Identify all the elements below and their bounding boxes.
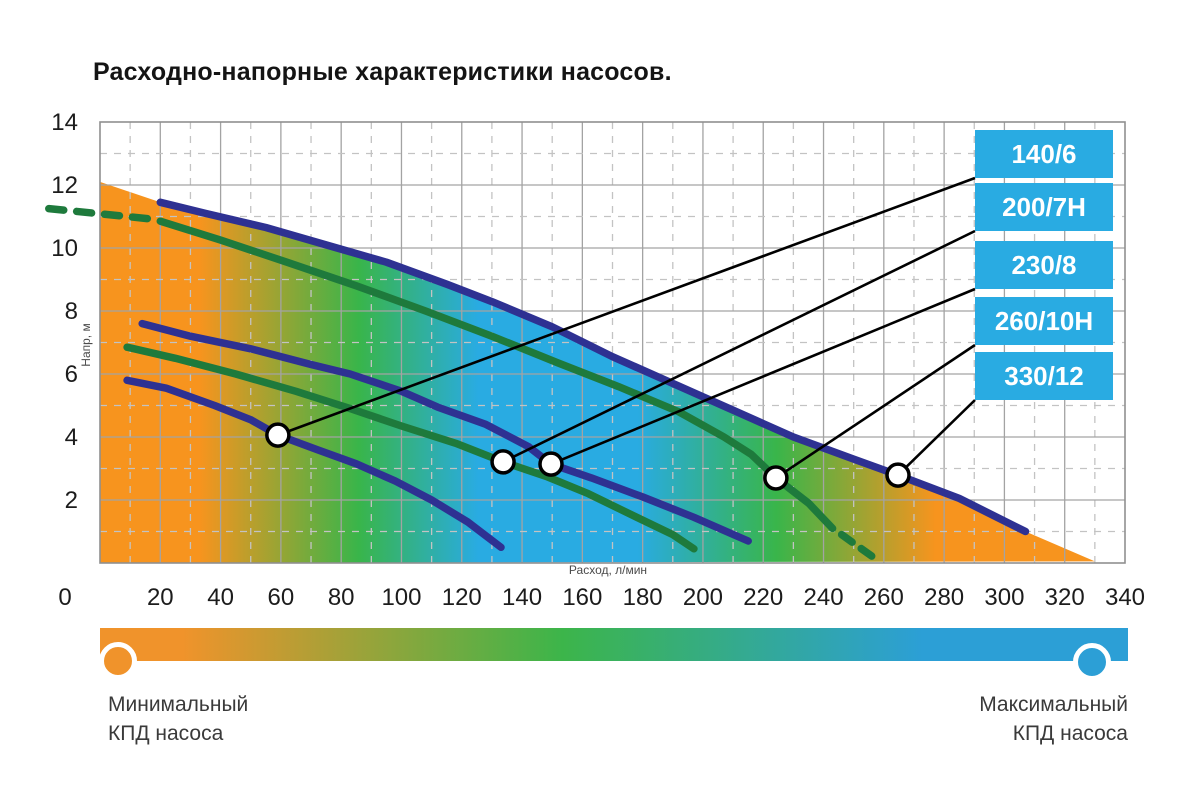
max-efficiency-dot-icon bbox=[1073, 643, 1111, 681]
max-efficiency-label: Максимальный КПД насоса bbox=[979, 690, 1128, 748]
x-tick-label: 240 bbox=[804, 584, 844, 611]
y-tick-label: 4 bbox=[65, 424, 78, 451]
pump-curve-330/12 bbox=[156, 198, 1030, 536]
pump-curve-140/6 bbox=[123, 376, 505, 552]
pump-label-text: 140/6 bbox=[1011, 139, 1076, 169]
x-tick-label: 200 bbox=[683, 584, 723, 611]
efficiency-region bbox=[100, 181, 1095, 563]
y-tick-label: 6 bbox=[65, 361, 78, 388]
max-efficiency-line2: КПД насоса bbox=[1012, 722, 1128, 745]
y-tick-label: 2 bbox=[65, 487, 78, 514]
x-tick-label: 100 bbox=[381, 584, 421, 611]
pump-label-text: 260/10Н bbox=[995, 306, 1093, 336]
y-axis-title: Напр, м bbox=[79, 323, 93, 366]
x-tick-label: 260 bbox=[864, 584, 904, 611]
leader-lines bbox=[277, 176, 976, 480]
pump-label-box-230/8 bbox=[975, 241, 1113, 289]
x-tick-label: 140 bbox=[502, 584, 542, 611]
pump-label-text: 230/8 bbox=[1011, 250, 1076, 280]
pump-label-box-140/6 bbox=[975, 130, 1113, 178]
curve-dash-end bbox=[837, 530, 879, 563]
leader-line-230/8 bbox=[550, 287, 976, 466]
leader-line-140/6 bbox=[277, 176, 976, 437]
pump-label-text: 330/12 bbox=[1004, 361, 1084, 391]
x-tick-label: 320 bbox=[1045, 584, 1085, 611]
x-tick-label: 220 bbox=[743, 584, 783, 611]
y-tick-label: 10 bbox=[51, 235, 78, 262]
x-tick-label: 300 bbox=[984, 584, 1024, 611]
marker-230/8 bbox=[538, 451, 564, 477]
pump-label-box-330/12 bbox=[975, 352, 1113, 400]
min-efficiency-dot-icon bbox=[99, 642, 137, 680]
curve-line bbox=[123, 343, 698, 553]
y-tick-label: 14 bbox=[51, 109, 78, 136]
min-efficiency-line1: Минимальный bbox=[108, 693, 249, 716]
x-tick-label: 180 bbox=[623, 584, 663, 611]
marker-330/12 bbox=[885, 462, 911, 488]
efficiency-gradient-bar bbox=[100, 628, 1128, 661]
pump-label-text: 200/7Н bbox=[1002, 192, 1086, 222]
chart-title: Расходно-напорные характеристики насосов… bbox=[93, 58, 672, 86]
pump-curve-230/8 bbox=[138, 319, 752, 545]
min-efficiency-line2: КПД насоса bbox=[108, 722, 224, 745]
grid bbox=[100, 122, 1125, 563]
origin-tick-label: 0 bbox=[58, 584, 71, 611]
max-efficiency-line1: Максимальный bbox=[979, 693, 1128, 716]
x-tick-label: 160 bbox=[562, 584, 602, 611]
pump-label-box-260/10Н bbox=[975, 297, 1113, 345]
pump-label-boxes: 140/6 200/7Н 230/8 260/10Н 330/12 bbox=[975, 130, 1113, 400]
curve-line bbox=[123, 376, 505, 552]
pump-curve-200/7Н bbox=[123, 343, 698, 553]
x-tick-label: 280 bbox=[924, 584, 964, 611]
curve-line bbox=[138, 319, 752, 545]
y-tick-label: 8 bbox=[65, 298, 78, 325]
curve-markers bbox=[265, 422, 911, 491]
leader-line-260/10Н bbox=[775, 343, 976, 480]
y-tick-label: 12 bbox=[51, 172, 78, 199]
x-axis-title: Расход, л/мин bbox=[569, 563, 647, 577]
tick-labels: 20 40 60 80 100 120 140 160 180 200 220 240 260 280 30… bbox=[51, 109, 1145, 611]
marker-200/7Н bbox=[490, 449, 516, 475]
plot-border bbox=[99, 121, 1126, 564]
marker-140/6 bbox=[265, 422, 291, 448]
x-tick-label: 60 bbox=[268, 584, 295, 611]
min-efficiency-label: Минимальный КПД насоса bbox=[108, 690, 248, 748]
x-tick-label: 40 bbox=[207, 584, 234, 611]
x-tick-label: 80 bbox=[328, 584, 355, 611]
x-tick-label: 20 bbox=[147, 584, 174, 611]
marker-260/10Н bbox=[763, 465, 789, 491]
pump-label-box-200/7Н bbox=[975, 183, 1113, 231]
curve-dash-start bbox=[45, 204, 162, 224]
curve-line bbox=[156, 198, 1030, 536]
x-tick-label: 340 bbox=[1105, 584, 1145, 611]
leader-line-200/7Н bbox=[502, 229, 976, 464]
x-tick-label: 120 bbox=[442, 584, 482, 611]
leader-line-330/12 bbox=[897, 399, 976, 477]
